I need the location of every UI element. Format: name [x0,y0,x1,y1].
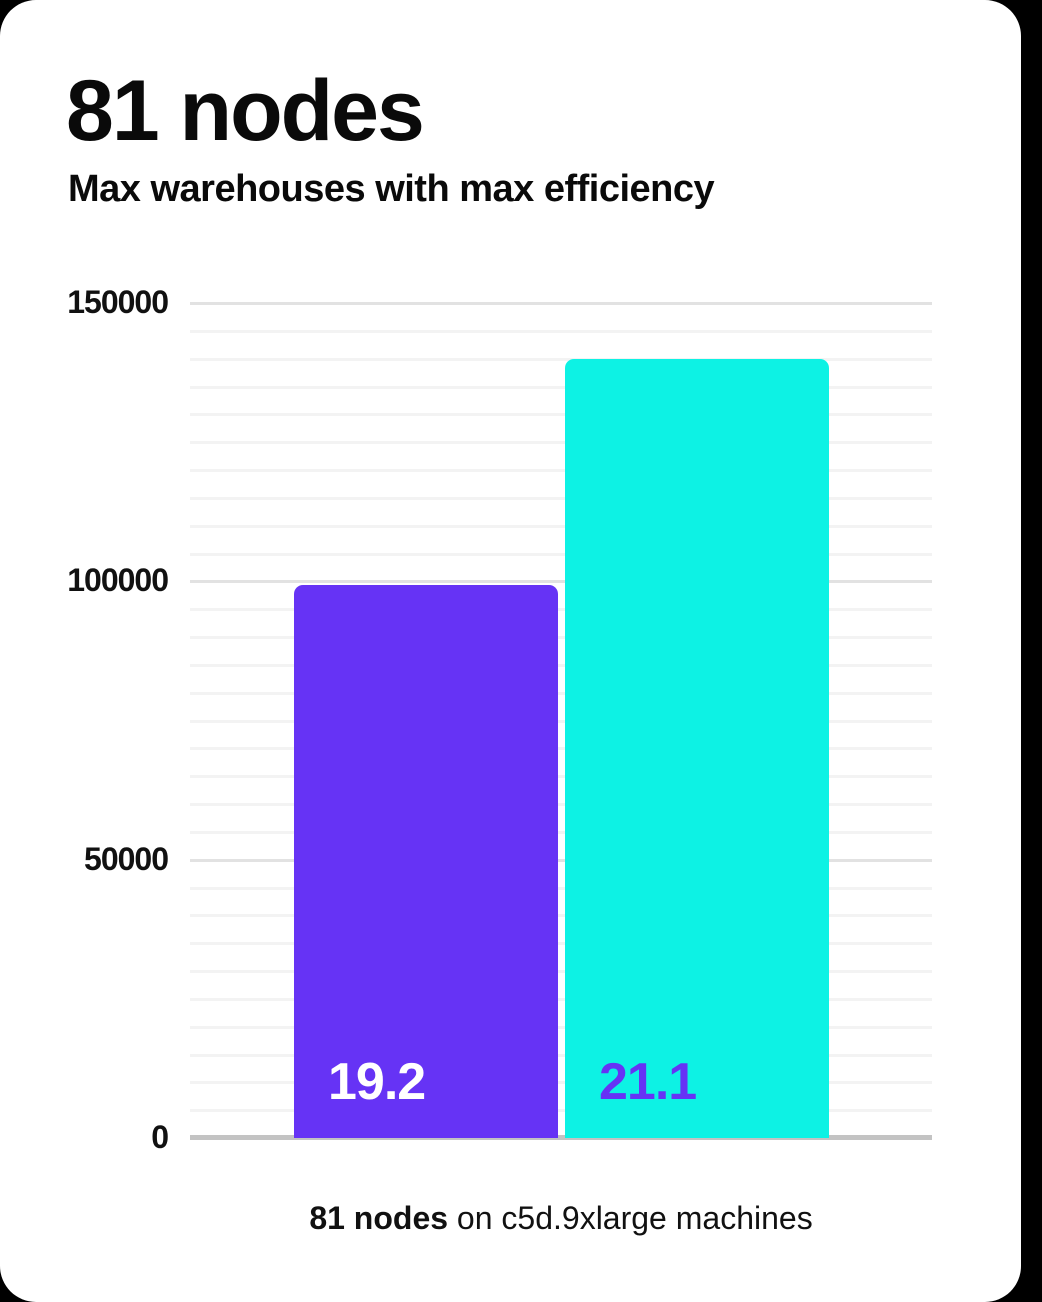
minor-gridline [190,803,932,806]
caption-regular-text: on c5d.9xlarge machines [448,1200,813,1236]
x-axis-caption: 81 nodes on c5d.9xlarge machines [190,1200,932,1237]
minor-gridline [190,719,932,723]
x-axis-baseline [190,1135,932,1140]
minor-gridline [190,608,932,612]
plot-area: 19.2 21.1 [190,302,932,1140]
bar-value-label: 21.1 [599,1053,697,1111]
minor-gridline [190,942,932,946]
minor-gridline [190,1081,932,1085]
minor-gridline [190,1053,932,1057]
minor-gridline [190,385,932,389]
minor-gridline [190,524,932,528]
major-gridline [190,858,932,862]
minor-gridline [190,636,932,639]
y-axis-tick-label: 150000 [67,283,169,320]
minor-gridline [190,496,932,500]
minor-gridline [190,886,932,890]
minor-gridline [190,830,932,834]
minor-gridline [190,441,932,445]
bar-21.1: 21.1 [565,359,829,1138]
minor-gridline [190,775,932,779]
minor-gridline [190,552,932,556]
minor-gridline [190,997,932,1001]
minor-gridline [190,1109,932,1113]
minor-gridline [190,663,932,667]
minor-gridline [190,691,932,695]
minor-gridline [190,329,932,333]
y-axis-tick-label: 0 [151,1118,169,1155]
page-subtitle: Max warehouses with max efficiency [68,168,715,210]
minor-gridline [190,413,932,417]
caption-bold-text: 81 nodes [309,1200,449,1236]
minor-gridline [190,1025,932,1029]
bar-value-label: 19.2 [328,1053,426,1111]
y-axis-tick-label: 100000 [67,562,169,599]
page-title: 81 nodes [66,63,425,159]
y-axis-tick-label: 50000 [84,840,169,877]
minor-gridline [190,970,932,973]
minor-gridline [190,357,932,361]
bar-19.2: 19.2 [294,585,558,1138]
minor-gridline [190,747,932,751]
major-gridline [190,302,932,305]
minor-gridline [190,469,932,472]
chart-card: 81 nodes Max warehouses with max efficie… [0,0,1021,1302]
major-gridline [190,580,932,584]
minor-gridline [190,914,932,918]
